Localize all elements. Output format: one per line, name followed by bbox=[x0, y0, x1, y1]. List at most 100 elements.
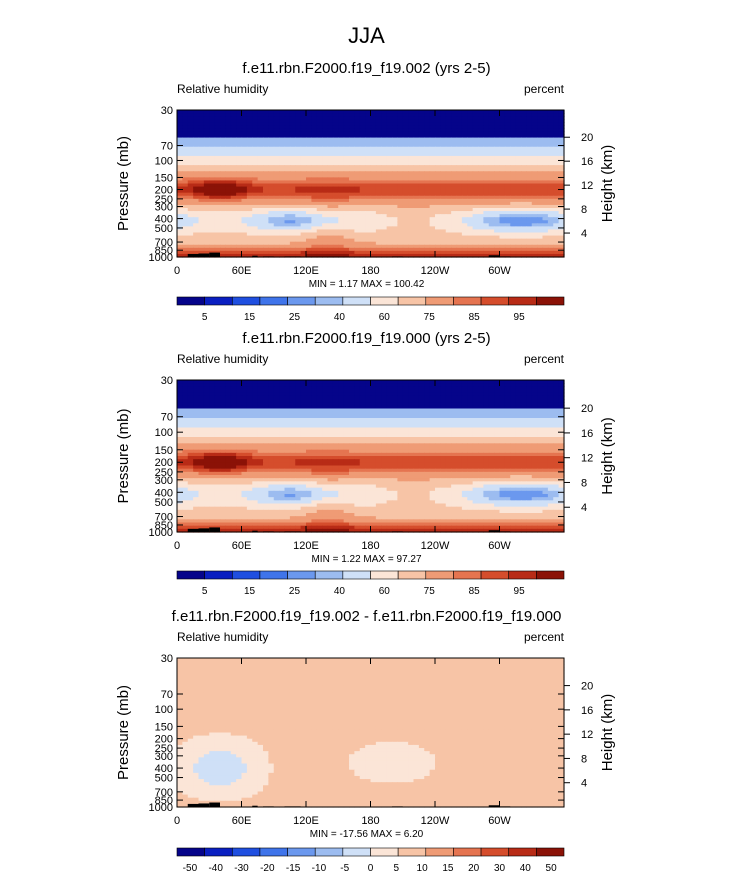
field-cell bbox=[402, 189, 409, 194]
field-cell bbox=[445, 149, 452, 154]
field-cell bbox=[187, 414, 194, 419]
field-cell bbox=[359, 223, 366, 227]
field-cell bbox=[461, 186, 468, 191]
field-cell bbox=[461, 238, 468, 243]
field-cell bbox=[187, 427, 194, 432]
field-cell bbox=[499, 235, 506, 240]
field-cell bbox=[542, 238, 549, 243]
field-cell bbox=[289, 421, 296, 425]
field-cell bbox=[263, 137, 269, 142]
field-cell bbox=[370, 405, 377, 410]
field-cell bbox=[343, 392, 350, 397]
field-cell bbox=[472, 430, 479, 435]
field-cell bbox=[354, 189, 361, 194]
field-cell bbox=[553, 143, 560, 148]
field-cell bbox=[230, 411, 237, 416]
field-cell bbox=[547, 247, 554, 252]
field-cell bbox=[521, 155, 527, 160]
field-cell bbox=[327, 395, 334, 400]
field-cell bbox=[424, 201, 431, 206]
field-cell bbox=[316, 211, 323, 215]
field-cell bbox=[300, 131, 307, 136]
field-cell bbox=[435, 418, 441, 422]
field-cell bbox=[472, 223, 479, 227]
field-cell bbox=[467, 162, 474, 166]
field-cell bbox=[408, 211, 415, 215]
field-cell bbox=[467, 186, 474, 191]
field-cell bbox=[445, 162, 452, 166]
field-cell bbox=[343, 122, 350, 126]
field-cell bbox=[306, 437, 312, 441]
field-cell bbox=[515, 217, 522, 221]
field-cell bbox=[537, 402, 544, 406]
field-cell bbox=[230, 113, 237, 117]
field-cell bbox=[198, 110, 205, 114]
field-cell bbox=[343, 253, 350, 258]
variable-label: Relative humidity bbox=[177, 352, 268, 366]
field-cell bbox=[203, 408, 210, 413]
field-cell bbox=[273, 424, 280, 429]
field-cell bbox=[558, 411, 565, 416]
field-cell bbox=[203, 149, 210, 154]
field-cell bbox=[316, 421, 323, 425]
field-cell bbox=[198, 113, 205, 117]
field-cell bbox=[440, 440, 447, 444]
field-cell bbox=[246, 386, 253, 391]
field-cell bbox=[284, 395, 291, 400]
field-cell bbox=[531, 424, 538, 429]
field-cell bbox=[198, 235, 205, 240]
field-cell bbox=[413, 204, 420, 209]
field-cell bbox=[332, 386, 339, 391]
field-cell bbox=[236, 171, 243, 175]
field-cell bbox=[332, 405, 339, 410]
field-cell bbox=[279, 152, 286, 157]
field-cell bbox=[322, 110, 329, 114]
field-cell bbox=[257, 217, 264, 221]
field-cell bbox=[510, 152, 517, 157]
field-cell bbox=[451, 405, 458, 410]
colorbar-swatch bbox=[508, 296, 537, 306]
field-cell bbox=[402, 125, 409, 129]
field-cell bbox=[359, 253, 366, 258]
field-cell bbox=[510, 220, 517, 224]
field-cell bbox=[386, 208, 393, 212]
field-cell bbox=[461, 162, 468, 166]
field-cell bbox=[478, 402, 484, 406]
field-cell bbox=[241, 143, 248, 148]
field-cell bbox=[268, 159, 275, 163]
field-cell bbox=[478, 214, 484, 218]
field-cell bbox=[295, 119, 302, 123]
field-cell bbox=[451, 143, 458, 148]
field-cell bbox=[499, 180, 506, 185]
field-cell bbox=[424, 149, 431, 154]
field-cell bbox=[365, 125, 372, 129]
field-cell bbox=[397, 250, 404, 255]
field-cell bbox=[273, 389, 280, 394]
field-cell bbox=[284, 183, 291, 188]
field-cell bbox=[327, 195, 334, 200]
field-cell bbox=[193, 418, 200, 422]
field-cell bbox=[354, 250, 361, 255]
field-cell bbox=[187, 119, 194, 123]
field-cell bbox=[553, 189, 560, 194]
field-cell bbox=[365, 418, 372, 422]
field-cell bbox=[375, 174, 382, 178]
field-cell bbox=[257, 159, 264, 163]
field-cell bbox=[547, 244, 554, 249]
field-cell bbox=[268, 226, 275, 231]
field-cell bbox=[381, 214, 388, 218]
field-cell bbox=[300, 247, 307, 252]
field-cell bbox=[397, 174, 404, 178]
field-cell bbox=[203, 152, 210, 157]
field-cell bbox=[257, 241, 264, 246]
field-cell bbox=[488, 244, 495, 249]
field-cell bbox=[510, 171, 517, 175]
field-cell bbox=[359, 411, 366, 416]
field-cell bbox=[510, 192, 517, 197]
field-cell bbox=[440, 214, 447, 218]
field-cell bbox=[349, 223, 355, 227]
field-cell bbox=[483, 168, 490, 172]
field-cell bbox=[392, 402, 398, 406]
field-cell bbox=[494, 418, 501, 422]
field-cell bbox=[375, 208, 382, 212]
